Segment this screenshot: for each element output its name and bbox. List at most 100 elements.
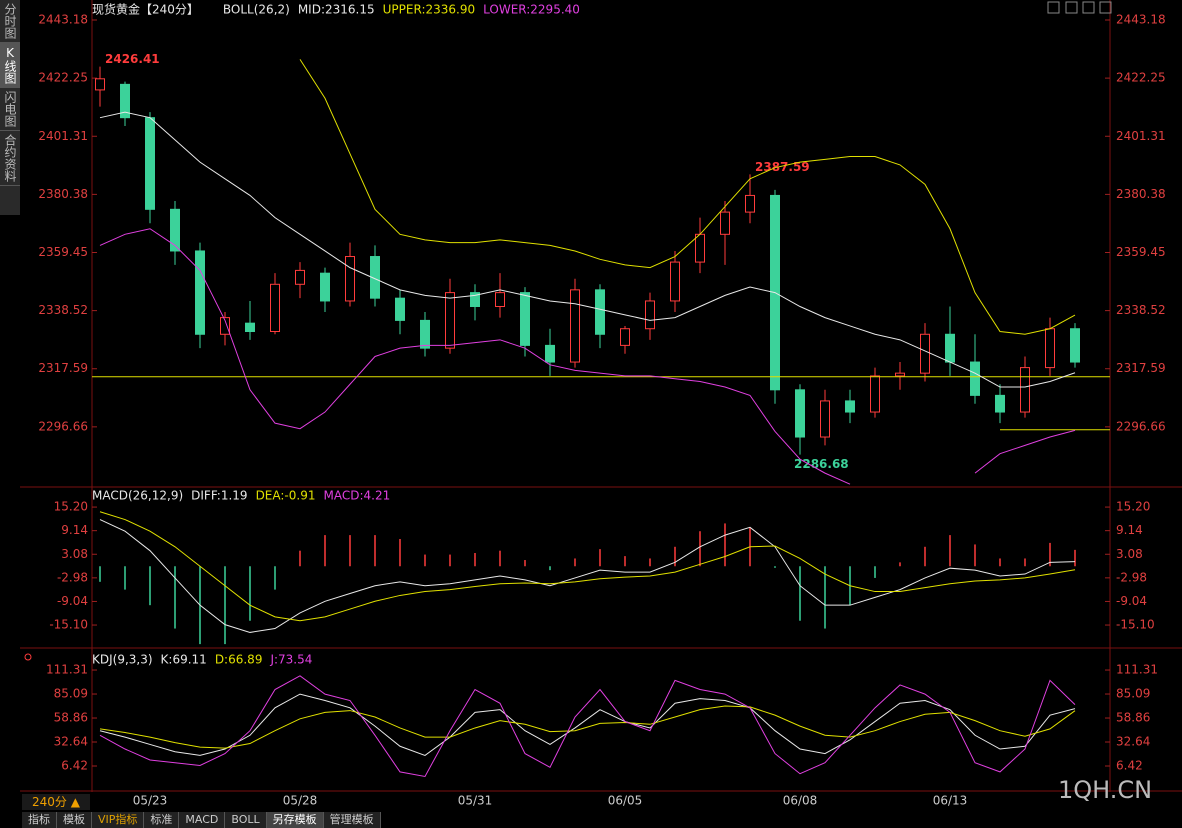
header-item: D:66.89 [215,653,263,667]
y-tick-label: 111.31 [46,663,88,677]
tab[interactable]: MACD [179,812,226,828]
window-buttons[interactable] [1047,1,1112,14]
y-tick-label-right: 2338.52 [1116,303,1166,317]
tab[interactable]: VIP指标 [92,812,145,828]
candle-body [945,333,955,363]
candle-body [470,292,480,308]
tab[interactable]: 管理模板 [324,812,381,828]
candle-body [420,319,430,349]
tab[interactable]: 指标 [22,812,57,828]
header-item: DIFF:1.19 [191,489,247,503]
candle-body [320,272,330,302]
candle-body [195,250,205,335]
y-tick-label: 2422.25 [38,71,88,85]
header-item: K:69.11 [161,653,207,667]
chart-title: 现货黄金【240分】 [92,2,199,17]
tabs: 指标 模板 VIP指标 标准 MACD BOLL 另存模板 管理模板 [22,812,381,828]
side-tab[interactable]: K线图 [0,43,20,88]
candle-body [1020,367,1030,413]
watermark: 1QH.CN [1058,776,1153,804]
candle-body [795,389,805,438]
candle-body [245,322,255,332]
candle-body [345,256,355,302]
candle-body [595,289,605,335]
candle-body [995,394,1005,413]
y-tick-label-right: -15.10 [1116,618,1155,632]
side-tab[interactable]: 合约资料 [0,131,20,186]
x-tick-label: 05/23 [133,794,168,808]
line [99,511,1076,622]
y-tick-label-right: 2422.25 [1116,71,1166,85]
candle-body [820,400,830,438]
y-tick-label: -9.04 [57,594,88,608]
tab[interactable]: 模板 [57,812,92,828]
side-tab[interactable]: 分时图 [0,0,20,43]
candle-body [145,117,155,210]
y-tick-label-right: 15.20 [1116,500,1150,514]
btn[interactable] [1047,1,1060,14]
tab[interactable]: BOLL [225,812,267,828]
y-tick-label-right: 6.42 [1116,759,1143,773]
btn[interactable] [1065,1,1078,14]
y-tick-label-right: 58.86 [1116,711,1150,725]
candle-body [745,194,755,213]
header-item: DEA:-0.91 [256,489,316,503]
line [299,59,1076,335]
btn[interactable] [1082,1,1095,14]
header-item: J:73.54 [269,653,312,667]
tab[interactable]: 另存模板 [266,812,324,828]
x-tick-label: 06/05 [608,794,643,808]
y-tick-label: 2296.66 [38,419,88,433]
header-item: UPPER:2336.90 [383,3,475,17]
y-tick-label-right: 3.08 [1116,547,1143,561]
candle-body [570,289,580,363]
candle-body [845,400,855,413]
x-tick-label: 06/08 [783,794,818,808]
line [99,228,1076,485]
candle-body [95,78,105,91]
candle-body [545,344,555,363]
x-tick-label: 05/31 [458,794,493,808]
btn[interactable] [1099,1,1112,14]
y-tick-label: 2443.18 [38,12,88,26]
y-tick-label: 2401.31 [38,129,88,143]
line [99,519,1076,633]
sidebar: 分时图 K线图 闪电图 合约资料 [0,0,20,215]
side-tab[interactable]: 闪电图 [0,88,20,131]
candle-body [870,375,880,413]
line [99,693,1076,756]
y-tick-label: 32.64 [54,735,88,749]
y-tick-label-right: 2296.66 [1116,419,1166,433]
y-tick-label: 9.14 [61,523,88,537]
tab[interactable]: 标准 [144,812,180,828]
period[interactable]: 240分 ▲ [22,794,90,810]
y-tick-label-right: -2.98 [1116,570,1147,584]
y-tick-label-right: -9.04 [1116,594,1147,608]
candle-body [895,372,905,377]
y-tick-label: 3.08 [61,547,88,561]
candle-body [170,208,180,252]
candle-body [670,261,680,302]
y-tick-label-right: 9.14 [1116,523,1143,537]
candle-body [720,211,730,235]
y-tick-label: -2.98 [57,570,88,584]
line [99,705,1076,749]
y-tick-label-right: 32.64 [1116,735,1150,749]
x-tick-label: 06/13 [933,794,968,808]
candle-body [220,317,230,335]
y-tick-label-right: 2317.59 [1116,361,1166,375]
candle-body [295,269,305,285]
header-item: BOLL(26,2) [223,3,290,17]
line [99,111,1076,388]
header-item: KDJ(9,3,3) [92,653,153,667]
y-tick-label-right: 2401.31 [1116,129,1166,143]
y-tick-label: 2317.59 [38,361,88,375]
y-tick-label-right: 2443.18 [1116,12,1166,26]
icon [24,653,32,661]
y-tick-label: 2359.45 [38,245,88,259]
candle-body [270,283,280,332]
y-tick-label: 2338.52 [38,303,88,317]
candle-body [120,83,130,119]
